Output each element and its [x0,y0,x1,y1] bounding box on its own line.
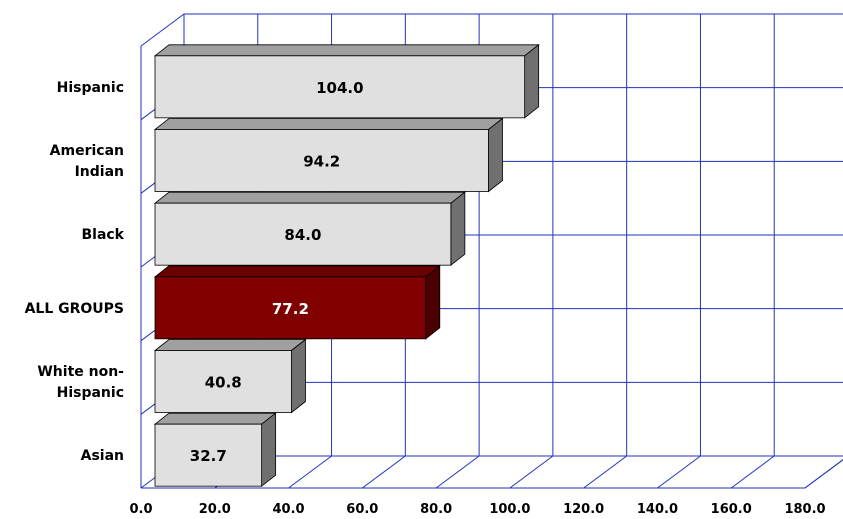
bar-side-face [488,117,503,193]
bar-white-non-hispanic: 40.8 [153,338,307,414]
bar-side-face [291,338,306,414]
bar-top-face [153,265,441,278]
grid-floor-line [583,455,627,489]
x-tick-label: 0.0 [129,502,152,517]
bar-top-face [153,339,307,351]
bar-value-label: 77.2 [272,300,309,318]
grid-floor-line [657,455,701,489]
chart-labels: Hispanic American Indian Black ALL GROUPS Whi… [25,80,826,517]
grid-floor-line [804,459,843,489]
bar-black: 84.0 [153,191,467,266]
bar-front-face [154,129,489,192]
category-label: ALL GROUPS [25,301,124,317]
left-wall-top-edge [140,13,185,47]
category-label: American Indian [50,143,124,180]
bar-front-face [154,202,452,266]
bar-american-indian: 94.2 [153,117,504,193]
bar-value-label: 94.2 [303,153,340,171]
bar-hispanic: 104.0 [153,44,540,119]
bar-side-face [425,265,441,340]
bar-value-label: 40.8 [205,374,242,392]
category-label-line: American [50,143,124,159]
category-label-line: Hispanic [57,385,124,401]
x-tick-label: 80.0 [420,502,452,517]
grid-floor-line [362,455,406,489]
x-tick-label: 60.0 [346,502,378,517]
x-tick-label: 160.0 [711,502,752,517]
bar-side-face [524,44,540,119]
x-tick-label: 120.0 [563,502,604,517]
category-label-line: Black [81,227,124,243]
bar-side-face [261,412,277,487]
bar-front-face [154,350,292,413]
category-label-line: ALL GROUPS [25,301,124,317]
category-label-line: Hispanic [57,80,124,96]
bar-value-label: 32.7 [190,447,227,465]
grid-floor-line [435,455,480,489]
bar-all-groups: 77.2 [153,265,441,340]
grid-floor-line [730,455,775,489]
x-tick-label: 100.0 [489,502,530,517]
bar-value-label: 104.0 [316,79,363,97]
x-tick-label: 20.0 [199,502,231,517]
x-tick-label: 140.0 [637,502,678,517]
bar-front-face [154,423,263,487]
bar-top-face [153,44,540,57]
x-tick-label: 180.0 [784,502,825,517]
category-label-line: Asian [81,448,124,464]
bar-top-face [153,191,467,204]
category-label-line: Indian [75,164,124,180]
bar-asian: 32.7 [153,412,277,487]
bar-front-face [154,276,427,340]
x-tick-label: 40.0 [273,502,305,517]
bar-value-label: 84.0 [284,226,321,244]
bar-side-face [450,191,466,266]
bar-top-face [153,412,277,425]
category-label: Hispanic [57,80,124,96]
bar-top-face [153,118,504,130]
grid-floor-line [288,455,332,489]
category-label: Black [81,227,124,243]
chart-bars: 104.0 94.2 84.0 77.2 40.8 32.7 [153,44,540,487]
bar-front-face [154,55,526,119]
category-label: Asian [81,448,124,464]
grid-floor-line [509,455,554,489]
category-label-line: White non- [37,364,124,380]
category-label: White non- Hispanic [37,364,124,401]
